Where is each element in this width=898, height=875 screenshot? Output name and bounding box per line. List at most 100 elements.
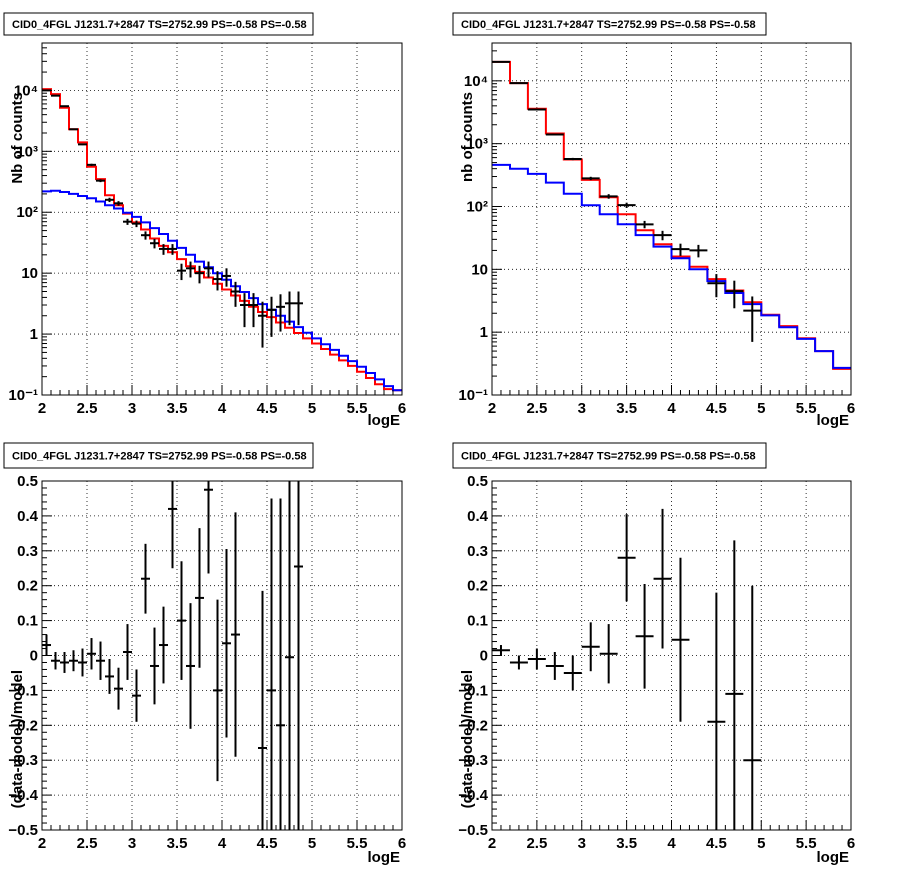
- title-box: [452, 12, 767, 36]
- y-tick-label: −0.1: [8, 682, 38, 699]
- x-tick-label: 4: [218, 400, 227, 417]
- x-tick-label: 2.5: [526, 400, 547, 417]
- model-histogram-red: [42, 88, 402, 392]
- data-point: [231, 281, 240, 307]
- y-tick-label: 0.3: [467, 543, 488, 560]
- y-tick-label: 10⁻¹: [8, 387, 38, 404]
- y-tick-label: 10³: [16, 143, 38, 160]
- data-point: [168, 244, 177, 255]
- y-tick-label: 10⁻¹: [458, 387, 488, 404]
- x-tick-label: 4.5: [257, 400, 278, 417]
- y-tick-label: −0.2: [458, 717, 488, 734]
- data-point: [51, 652, 60, 670]
- x-tick-label: 4.5: [706, 835, 727, 852]
- x-tick-label: 5.5: [347, 835, 368, 852]
- y-tick-label: −0.2: [8, 717, 38, 734]
- y-tick-label: −0.3: [8, 752, 38, 769]
- data-point: [60, 105, 69, 108]
- y-tick-label: 10³: [466, 136, 488, 153]
- data-point: [563, 157, 582, 161]
- data-point: [87, 163, 96, 166]
- x-tick-label: 4: [218, 835, 227, 852]
- x-tick-label: 5.5: [347, 400, 368, 417]
- data-point: [509, 82, 528, 85]
- y-tick-label: −0.4: [458, 787, 488, 804]
- y-tick-label: 0.5: [17, 473, 38, 490]
- x-tick-label: 2: [488, 835, 496, 852]
- data-point: [69, 650, 78, 672]
- y-tick-label: −0.4: [8, 787, 38, 804]
- residual-plot-right: CID0_4FGL J1231.7+2847 TS=2752.99 PS=-0.…: [452, 442, 855, 866]
- x-tick-label: 6: [847, 400, 855, 417]
- data-point: [168, 481, 177, 569]
- y-tick-label: 10²: [466, 198, 488, 215]
- data-point: [186, 603, 195, 729]
- data-point: [707, 274, 726, 298]
- x-tick-label: 2.5: [526, 835, 547, 852]
- y-tick-label: 10: [471, 261, 488, 278]
- data-point: [213, 599, 222, 782]
- data-point: [653, 508, 672, 649]
- data-point: [267, 498, 276, 830]
- model-histogram-blue: [492, 163, 851, 369]
- x-tick-label: 2: [38, 835, 46, 852]
- y-tick-label: 0.4: [17, 508, 39, 525]
- data-point: [114, 201, 123, 206]
- y-tick-label: −0.5: [8, 822, 38, 839]
- data-point: [42, 634, 51, 656]
- x-tick-label: 3.5: [167, 400, 188, 417]
- data-point: [249, 293, 258, 328]
- data-point: [204, 481, 213, 574]
- data-point: [51, 94, 60, 97]
- x-tick-label: 3: [128, 835, 136, 852]
- data-point: [222, 268, 231, 287]
- data-point: [581, 176, 600, 181]
- x-tick-label: 3.5: [616, 400, 637, 417]
- x-tick-label: 6: [398, 400, 406, 417]
- data-point: [204, 261, 213, 278]
- data-point: [492, 645, 510, 656]
- data-point: [159, 606, 168, 684]
- data-point: [69, 128, 78, 131]
- data-point: [105, 197, 114, 203]
- x-tick-label: 3: [128, 400, 136, 417]
- x-tick-label: 4.5: [706, 400, 727, 417]
- data-point: [258, 301, 267, 348]
- data-point: [240, 293, 249, 328]
- x-tick-label: 3: [578, 400, 586, 417]
- y-tick-label: 0.2: [467, 578, 488, 595]
- plot-title: CID0_4FGL J1231.7+2847 TS=2752.99 PS=-0.…: [461, 451, 756, 463]
- data-point: [231, 512, 240, 757]
- title-box: [3, 12, 314, 36]
- data-point: [285, 291, 294, 326]
- data-point: [150, 238, 159, 249]
- y-tick-label: 1: [30, 326, 38, 343]
- data-point: [545, 133, 564, 136]
- y-axis-label: nb of counts: [459, 92, 476, 182]
- data-point: [653, 230, 672, 241]
- x-tick-label: 4.5: [257, 835, 278, 852]
- data-point: [87, 638, 96, 670]
- x-tick-label: 5.5: [796, 400, 817, 417]
- x-tick-label: 5: [757, 400, 765, 417]
- y-tick-label: 0.2: [17, 578, 38, 595]
- data-point: [276, 294, 285, 332]
- data-point: [150, 627, 159, 705]
- y-tick-label: 0.1: [17, 613, 38, 630]
- data-point: [725, 540, 744, 830]
- data-point: [267, 296, 276, 337]
- y-tick-label: 10⁴: [14, 82, 38, 99]
- y-axis-label: Nb of counts: [9, 92, 26, 184]
- data-point: [276, 498, 285, 830]
- x-axis-label: logE: [368, 412, 401, 429]
- data-point: [141, 543, 150, 614]
- y-tick-label: 0.4: [467, 508, 489, 525]
- data-point: [213, 271, 222, 291]
- data-point: [635, 583, 654, 689]
- data-point: [78, 143, 87, 146]
- data-point: [78, 648, 87, 677]
- y-axis-label: (data-model)/model: [459, 670, 476, 808]
- data-point: [123, 218, 132, 225]
- y-tick-label: 10⁴: [464, 73, 488, 90]
